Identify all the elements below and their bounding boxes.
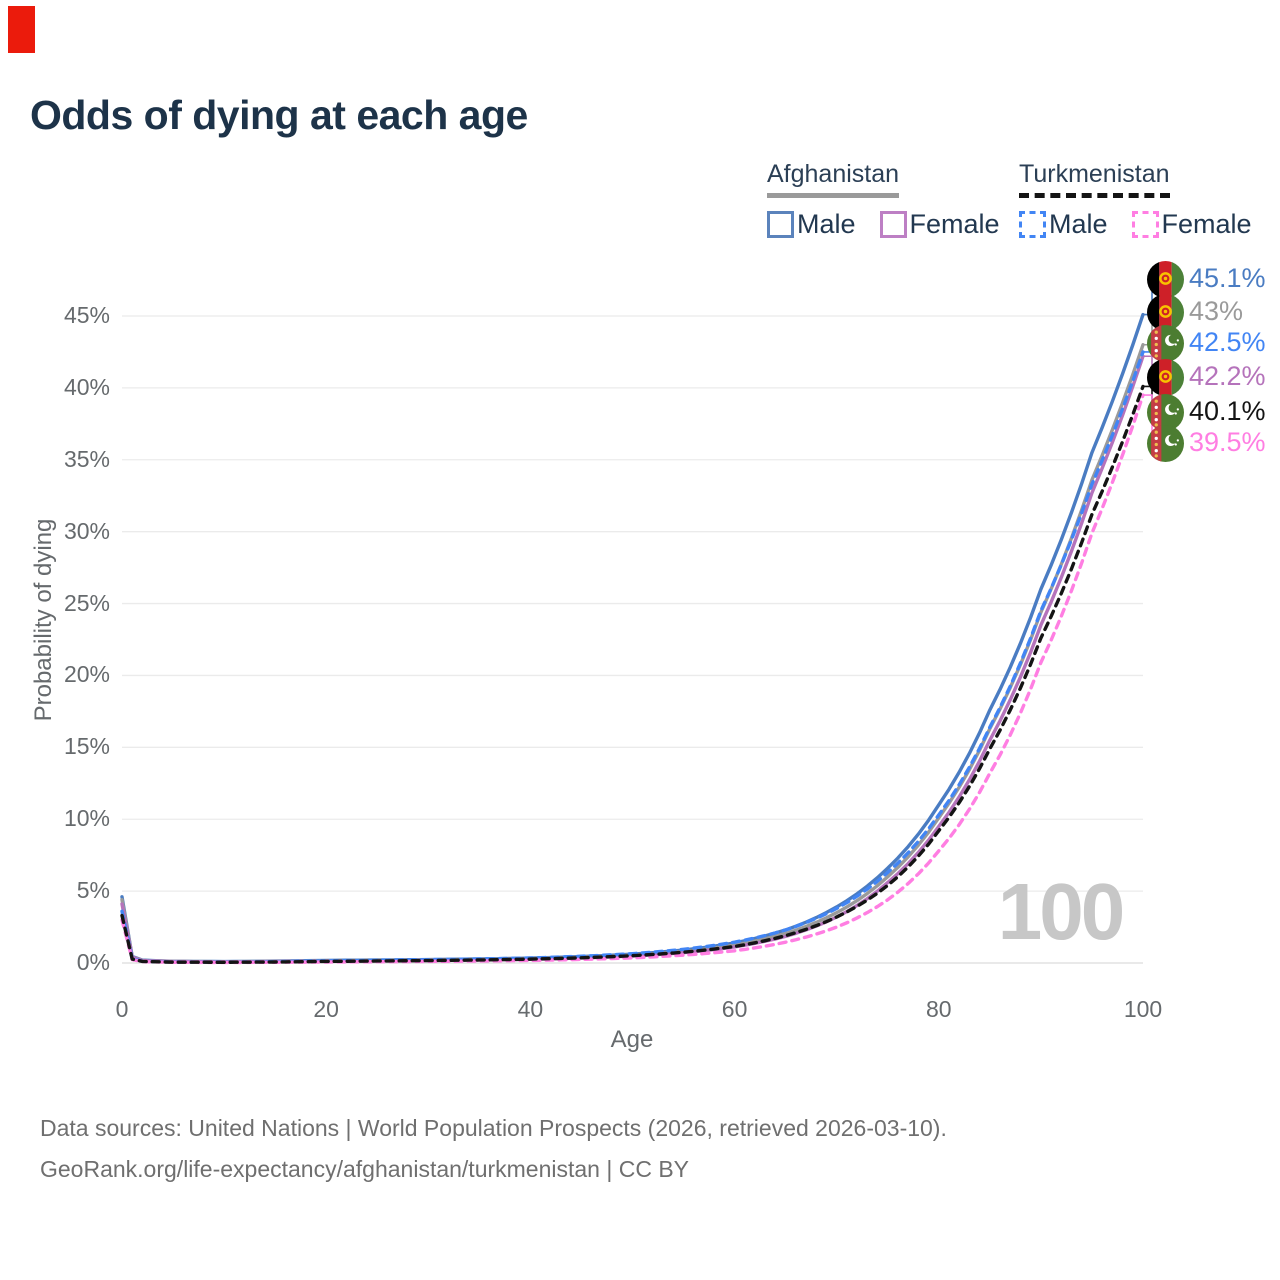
afghanistan-flag-icon — [1147, 261, 1184, 298]
age-watermark: 100 — [997, 867, 1125, 956]
turkmenistan-female-swatch — [1131, 211, 1159, 238]
footer-attribution: Data sources: United Nations | World Pop… — [40, 1108, 947, 1190]
legend-group-afghanistan: Afghanistan Male Female — [767, 160, 1000, 240]
page-title: Odds of dying at each age — [30, 92, 528, 138]
turkmenistan-flag-icon — [1147, 325, 1184, 362]
y-tick-25: 25% — [63, 589, 110, 616]
turkmenistan-flag-icon — [1147, 394, 1184, 431]
legend-country-turkmenistan[interactable]: Turkmenistan — [1019, 160, 1170, 198]
footer-link[interactable]: GeoRank.org/life-expectancy/afghanistan/… — [40, 1156, 690, 1182]
end-value-label-afghanistan-both: 43% — [1189, 296, 1244, 326]
series-line-turkmenistan-both[interactable] — [120, 384, 1145, 964]
afghanistan-flag-icon — [1147, 294, 1184, 331]
x-tick-20: 20 — [313, 996, 339, 1022]
footer-data-sources: Data sources: United Nations | World Pop… — [40, 1115, 947, 1141]
y-tick-10: 10% — [63, 805, 110, 832]
legend-label: Female — [909, 209, 1000, 239]
afghanistan-male-swatch — [767, 211, 794, 238]
legend-country-afghanistan[interactable]: Afghanistan — [767, 160, 900, 198]
y-tick-20: 20% — [63, 661, 110, 688]
legend-item-turkmenistan-female[interactable]: Female — [1131, 209, 1252, 240]
x-tick-60: 60 — [721, 996, 748, 1022]
end-value-label-afghanistan-female: 42.2% — [1189, 361, 1266, 391]
x-tick-40: 40 — [517, 996, 544, 1022]
y-tick-15: 15% — [63, 733, 110, 760]
legend-group-turkmenistan: Turkmenistan Male Female — [1019, 160, 1252, 240]
turkmenistan-flag-icon — [1147, 425, 1184, 462]
afghanistan-female-swatch — [879, 211, 907, 238]
legend-item-turkmenistan-male[interactable]: Male — [1019, 209, 1108, 240]
y-axis-title: Probability of dying — [30, 518, 57, 722]
afghanistan-flag-icon — [1147, 359, 1184, 396]
x-axis-title: Age — [610, 1026, 654, 1053]
x-tick-0: 0 — [115, 996, 129, 1022]
y-tick-5: 5% — [76, 877, 110, 904]
y-tick-40: 40% — [63, 373, 110, 400]
x-tick-80: 80 — [926, 996, 952, 1022]
red-highlight-marker — [8, 6, 35, 53]
y-tick-30: 30% — [63, 517, 110, 544]
legend-item-afghanistan-female[interactable]: Female — [879, 209, 1000, 240]
y-tick-35: 35% — [63, 445, 110, 472]
end-value-label-afghanistan-male: 45.1% — [1189, 263, 1266, 293]
turkmenistan-male-swatch — [1019, 211, 1046, 238]
x-tick-100: 100 — [1123, 996, 1163, 1022]
end-value-label-turkmenistan-female: 39.5% — [1189, 427, 1266, 457]
legend-item-afghanistan-male[interactable]: Male — [767, 209, 856, 240]
y-tick-0: 0% — [76, 949, 110, 975]
end-value-label-turkmenistan-both: 40.1% — [1189, 396, 1266, 426]
series-line-afghanistan-male[interactable] — [120, 312, 1145, 964]
series-line-turkmenistan-female[interactable] — [120, 393, 1145, 965]
legend-label: Female — [1161, 209, 1252, 239]
legend-label: Male — [797, 209, 856, 239]
y-tick-45: 45% — [63, 302, 110, 328]
legend-label: Male — [1049, 209, 1108, 239]
end-value-label-turkmenistan-male: 42.5% — [1189, 327, 1266, 357]
